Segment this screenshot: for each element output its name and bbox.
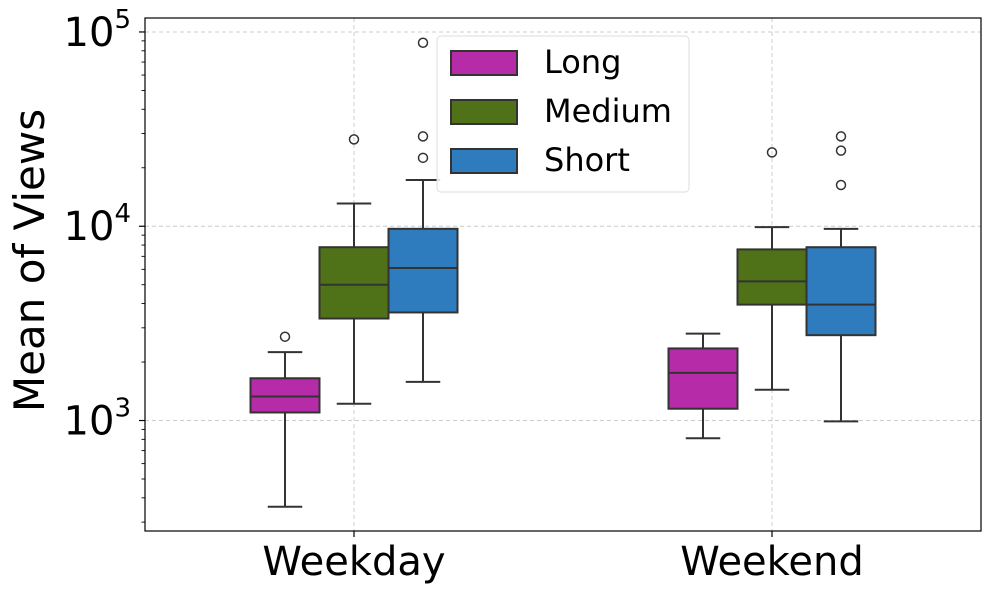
y-tick-exponent: 4 (114, 199, 131, 229)
box-medium-weekend (736, 147, 808, 391)
legend-item-long: Long (450, 43, 621, 81)
y-tick-exponent: 3 (114, 394, 131, 424)
box-body (249, 377, 321, 414)
legend-swatch (450, 148, 518, 174)
x-axis-ticks: Weekday Weekend (262, 531, 864, 585)
legend-label: Long (544, 43, 621, 81)
x-tick-label: Weekday (262, 539, 445, 585)
box-short-weekday (387, 37, 459, 383)
plot-area-frame (144, 17, 982, 532)
outlier-point (417, 37, 429, 49)
y-tick-exponent: 5 (114, 5, 131, 35)
y-tick-base: 10 (64, 10, 115, 56)
outlier-point (835, 179, 847, 191)
y-tick-label: 104 (64, 199, 131, 250)
box-body (805, 246, 877, 337)
box-body (387, 227, 459, 314)
legend-swatch (450, 50, 518, 76)
x-tick-label: Weekend (680, 539, 864, 585)
legend-swatch (450, 99, 518, 125)
box-medium-weekday (318, 134, 390, 405)
legend-item-medium: Medium (450, 92, 672, 130)
outlier-point (835, 131, 847, 142)
outlier-point (766, 147, 778, 158)
y-tick-label: 105 (64, 5, 131, 56)
outlier-point (348, 134, 360, 145)
y-tick-label: 103 (64, 394, 131, 445)
box-body (667, 347, 739, 410)
y-tick-base: 10 (64, 399, 115, 445)
legend: Long Medium Short (436, 35, 690, 193)
box-long-weekend (667, 332, 739, 440)
box-body (736, 248, 808, 306)
boxes (249, 37, 877, 508)
y-tick-base: 10 (64, 204, 115, 250)
legend-item-short: Short (450, 141, 630, 179)
box-long-weekday (249, 331, 321, 508)
outlier-point (279, 331, 291, 342)
legend-label: Short (544, 141, 630, 179)
box-body (318, 246, 390, 320)
legend-label: Medium (544, 92, 672, 130)
outlier-point (835, 145, 847, 156)
y-axis-title: Mean of Views (5, 109, 54, 412)
box-short-weekend (805, 131, 877, 423)
outlier-point (417, 131, 429, 142)
outlier-point (417, 152, 429, 164)
